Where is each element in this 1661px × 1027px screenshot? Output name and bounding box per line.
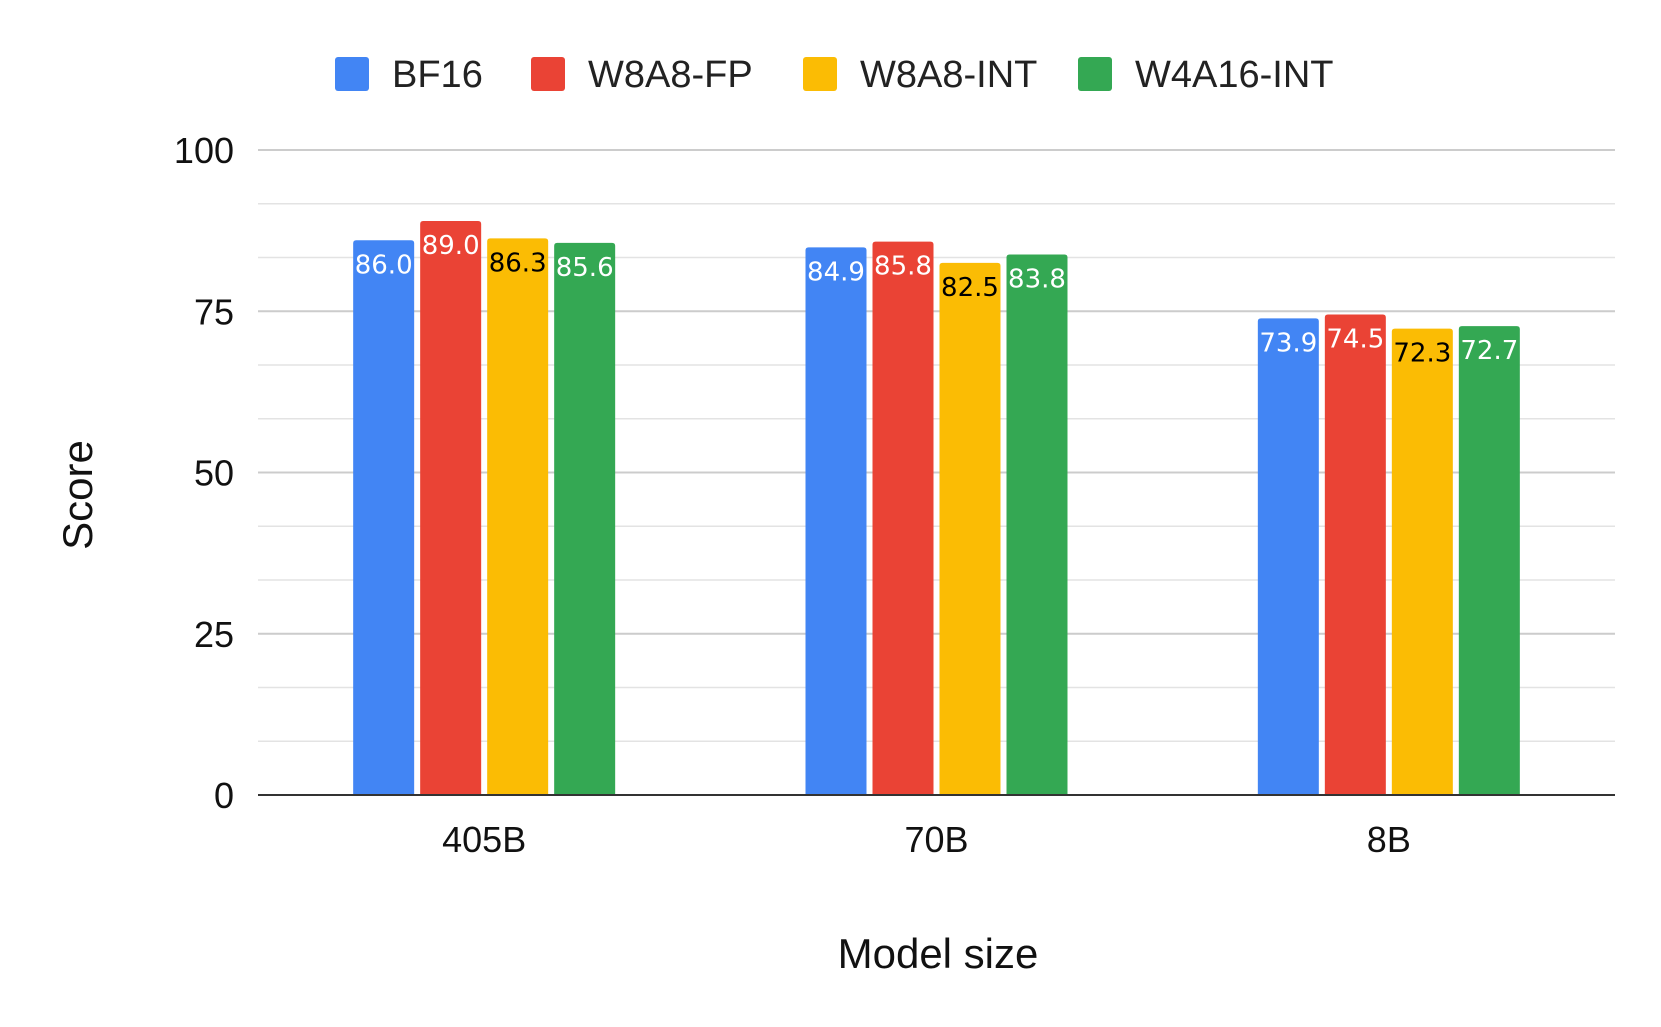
- data-label: 74.5: [1326, 324, 1384, 354]
- bar-bf16-70b: [805, 247, 867, 795]
- legend-label: W8A8-FP: [588, 54, 753, 96]
- x-axis-ticks: 405B 70B 8B: [442, 819, 1411, 860]
- legend: BF16 W8A8-FP W8A8-INT W4A16-INT: [335, 54, 1333, 96]
- bar-w4a16-int-70b: [1006, 254, 1068, 796]
- x-tick-label: 70B: [904, 819, 968, 860]
- y-axis-title: Score: [54, 440, 101, 550]
- data-label: 73.9: [1259, 328, 1317, 358]
- bar-w8a8-int-405b: [487, 238, 549, 796]
- legend-swatch: [335, 57, 369, 91]
- y-axis-ticks: 0 25 50 75 100: [174, 130, 234, 816]
- bar-bf16-405b: [353, 240, 415, 796]
- x-axis-title: Model size: [838, 930, 1039, 977]
- bar-w8a8-fp-70b: [872, 241, 934, 796]
- data-label: 85.8: [874, 252, 932, 282]
- bar-bf16-8b: [1257, 318, 1319, 795]
- bar-w8a8-int-8b: [1391, 328, 1453, 795]
- data-label: 83.8: [1008, 264, 1066, 294]
- y-tick-label: 50: [194, 453, 234, 494]
- legend-swatch: [1078, 57, 1112, 91]
- y-tick-label: 75: [194, 291, 234, 332]
- bar-w8a8-int-70b: [939, 262, 1001, 795]
- data-label: 89.0: [422, 231, 480, 261]
- data-labels: 86.0 89.0 86.3 85.6 84.9 85.8 82.5 83.8 73.9 74.5…: [355, 231, 1519, 369]
- y-tick-label: 25: [194, 614, 234, 655]
- y-tick-label: 100: [174, 130, 234, 171]
- gridlines: [258, 149, 1615, 742]
- bar-w4a16-int-405b: [554, 242, 616, 795]
- y-tick-label: 0: [214, 775, 234, 816]
- bar-w8a8-fp-8b: [1324, 314, 1386, 795]
- bar-w8a8-fp-405b: [420, 220, 482, 795]
- legend-swatch: [531, 57, 565, 91]
- legend-swatch: [803, 57, 837, 91]
- data-label: 85.6: [556, 253, 614, 283]
- data-label: 72.3: [1393, 339, 1451, 369]
- data-label: 86.3: [489, 248, 547, 278]
- legend-label: W4A16-INT: [1135, 54, 1333, 96]
- data-label: 82.5: [941, 273, 999, 303]
- bars: [353, 220, 1520, 796]
- data-label: 72.7: [1460, 336, 1518, 366]
- data-label: 84.9: [807, 257, 865, 287]
- x-tick-label: 405B: [442, 819, 526, 860]
- x-tick-label: 8B: [1367, 819, 1411, 860]
- legend-label: W8A8-INT: [860, 54, 1037, 96]
- data-label: 86.0: [355, 250, 413, 280]
- legend-label: BF16: [392, 54, 483, 96]
- bar-w4a16-int-8b: [1458, 326, 1520, 795]
